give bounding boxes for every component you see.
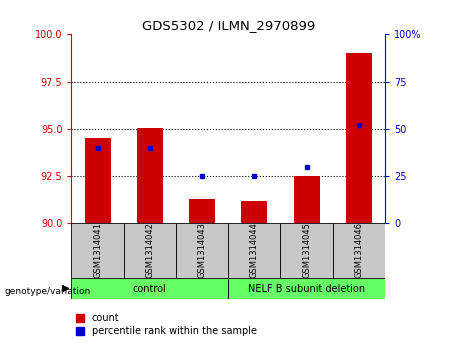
Bar bbox=[346, 53, 372, 223]
Bar bbox=[124, 223, 176, 278]
Bar bbox=[228, 223, 280, 278]
Text: GSM1314043: GSM1314043 bbox=[198, 223, 207, 278]
Text: genotype/variation: genotype/variation bbox=[5, 287, 91, 296]
Bar bbox=[71, 223, 124, 278]
Bar bbox=[241, 201, 267, 223]
Text: control: control bbox=[133, 284, 167, 294]
Bar bbox=[228, 278, 385, 299]
Bar bbox=[280, 223, 333, 278]
Bar bbox=[71, 278, 228, 299]
Bar bbox=[84, 138, 111, 223]
Bar bbox=[333, 223, 385, 278]
Text: NELF B subunit deletion: NELF B subunit deletion bbox=[248, 284, 365, 294]
Bar bbox=[294, 176, 319, 223]
Bar bbox=[176, 223, 228, 278]
Text: GSM1314045: GSM1314045 bbox=[302, 223, 311, 278]
Text: GSM1314046: GSM1314046 bbox=[355, 223, 363, 278]
Bar bbox=[137, 128, 163, 223]
Text: GSM1314041: GSM1314041 bbox=[93, 223, 102, 278]
Legend: count, percentile rank within the sample: count, percentile rank within the sample bbox=[77, 313, 257, 337]
Title: GDS5302 / ILMN_2970899: GDS5302 / ILMN_2970899 bbox=[142, 19, 315, 32]
Text: GSM1314044: GSM1314044 bbox=[250, 223, 259, 278]
Bar bbox=[189, 199, 215, 223]
Text: GSM1314042: GSM1314042 bbox=[145, 223, 154, 278]
